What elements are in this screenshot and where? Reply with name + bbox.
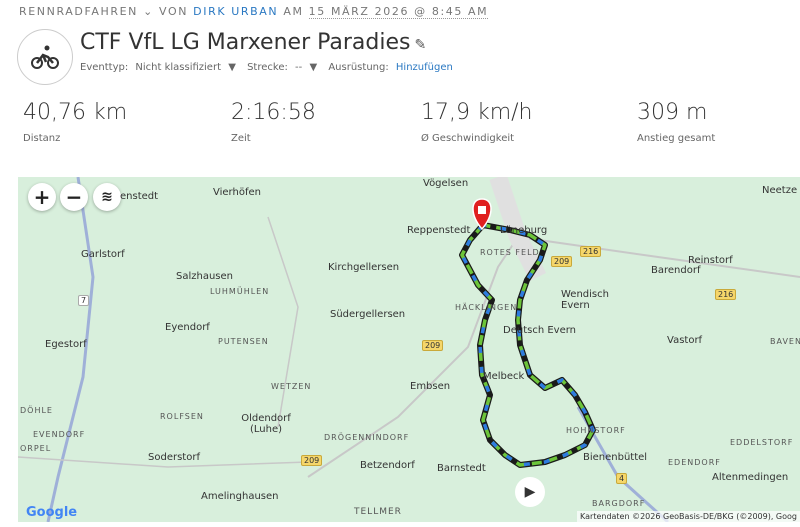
map-label: ORPEL [20, 444, 52, 453]
stat-speed: 17,9 km/h Ø Geschwindigkeit [421, 100, 533, 144]
route-map[interactable]: + − ≋ Vierhöfen enstedt Garlstorf Salzha… [18, 177, 800, 522]
strecke-dropdown[interactable]: Strecke: -- ▼ [247, 62, 321, 73]
stat-label: Anstieg gesamt [637, 133, 716, 144]
stat-label: Zeit [231, 133, 251, 144]
stat-label: Distanz [23, 133, 61, 144]
chevron-down-icon: ⌄ [143, 5, 154, 18]
layers-icon[interactable]: ≋ [93, 183, 121, 211]
road-shield: 209 [551, 256, 573, 267]
play-icon: ▶ [524, 484, 536, 500]
strecke-value: -- [295, 62, 303, 73]
route-track [459, 222, 596, 468]
am-text: AM [283, 5, 304, 18]
google-logo: Google [26, 505, 78, 520]
map-label: Amelinghausen [201, 491, 279, 502]
map-label: Barendorf [651, 265, 701, 276]
breadcrumb: RENNRADFAHREN ⌄ VON DIRK URBAN AM 15 MÄR… [19, 5, 489, 19]
road-shield: 216 [580, 246, 602, 257]
map-label: Altenmedingen [712, 472, 789, 483]
activity-meta: Eventtyp: Nicht klassifiziert ▼ Strecke:… [80, 62, 457, 73]
road-shield: 7 [78, 295, 90, 306]
pencil-icon[interactable]: ✎ [414, 37, 427, 53]
map-label: Bienenbüttel [583, 452, 648, 463]
bike-icon [17, 29, 73, 85]
map-label: WETZEN [271, 382, 312, 391]
play-button[interactable]: ▶ [515, 477, 545, 507]
map-label: EDENDORF [668, 458, 721, 467]
map-label: LUHMÜHLEN [210, 287, 270, 296]
caret-down-icon: ▼ [228, 62, 236, 73]
map-label: Vastorf [667, 335, 703, 346]
map-label: EVENDORF [33, 430, 86, 439]
caret-down-icon: ▼ [309, 62, 318, 73]
road-shield: 209 [301, 455, 323, 466]
zoom-out-button[interactable]: − [60, 183, 88, 211]
eventtyp-value: Nicht klassifiziert [135, 62, 221, 73]
map-label: ROLFSEN [160, 412, 204, 421]
stat-distance: 40,76 km Distanz [23, 100, 127, 144]
activity-date[interactable]: 15 MÄRZ 2026 @ 8:45 AM [308, 5, 489, 19]
map-label: Salzhausen [176, 271, 234, 282]
map-label: HÄCKLINGEN [455, 303, 518, 312]
sport-label: RENNRADFAHREN [19, 5, 138, 18]
map-label: DÖHLE [20, 406, 53, 415]
stat-label: Ø Geschwindigkeit [421, 133, 515, 144]
stat-elevation: 309 m Anstieg gesamt [637, 100, 715, 144]
map-label: Lüneburg [500, 225, 548, 236]
map-label: HOHNSTORF [566, 426, 626, 435]
stat-value: 309 m [637, 100, 708, 125]
map-label: enstedt [120, 191, 159, 202]
road-shield: 209 [422, 340, 444, 351]
map-label: Deutsch Evern [503, 325, 576, 336]
map-label: Garlstorf [81, 249, 125, 260]
zoom-in-button[interactable]: + [28, 183, 56, 211]
map-label: Kirchgellersen [328, 262, 400, 273]
road-shield: 4 [616, 473, 628, 484]
page-title: CTF VfL LG Marxener Paradies ✎ [80, 30, 426, 55]
map-label: Wendisch Evern [561, 289, 609, 311]
ausruestung-label: Ausrüstung: [328, 62, 389, 73]
activity-title: CTF VfL LG Marxener Paradies [80, 30, 411, 55]
map-label: Vierhöfen [213, 187, 261, 198]
map-label: BAVEN [770, 337, 800, 346]
strecke-label: Strecke: [247, 62, 288, 73]
map-label: Neetze [762, 185, 798, 196]
stat-time: 2:16:58 Zeit [231, 100, 316, 144]
map-label: Reppenstedt [407, 225, 471, 236]
map-label: EDDELSTORF [730, 438, 794, 447]
map-label: Barnstedt [437, 463, 486, 474]
map-label: ROTES FELD [480, 248, 540, 257]
eventtyp-label: Eventtyp: [80, 62, 129, 73]
map-label: Betzendorf [360, 460, 415, 471]
eventtyp-dropdown[interactable]: Eventtyp: Nicht klassifiziert ▼ [80, 62, 240, 73]
start-marker-icon [472, 198, 492, 231]
stat-value: 17,9 km/h [421, 100, 533, 125]
stat-value: 40,76 km [23, 100, 128, 125]
map-label: Reinstorf [688, 255, 733, 266]
map-label: DRÖGENNINDORF [324, 433, 410, 442]
add-gear-link[interactable]: Hinzufügen [395, 62, 453, 73]
road-shield: 216 [715, 289, 737, 300]
map-label: Eyendorf [165, 322, 210, 333]
von-text: VON [159, 5, 189, 18]
map-label: BARGDORF [592, 499, 646, 508]
map-label: PUTENSEN [218, 337, 269, 346]
stat-value: 2:16:58 [231, 100, 316, 125]
map-label: Melbeck [483, 371, 525, 382]
map-label: Vögelsen [423, 178, 469, 189]
map-label: Oldendorf (Luhe) [241, 413, 291, 435]
map-attribution[interactable]: Kartendaten ©2026 GeoBasis-DE/BKG (©2009… [577, 511, 800, 522]
map-label: Soderstorf [148, 452, 200, 463]
sport-dropdown[interactable]: RENNRADFAHREN ⌄ [19, 5, 154, 18]
map-label: TELLMER [354, 507, 402, 517]
map-label: Embsen [410, 381, 451, 392]
map-label: Südergellersen [330, 309, 406, 320]
map-label: Egestorf [45, 339, 87, 350]
author-link[interactable]: DIRK URBAN [193, 5, 279, 18]
